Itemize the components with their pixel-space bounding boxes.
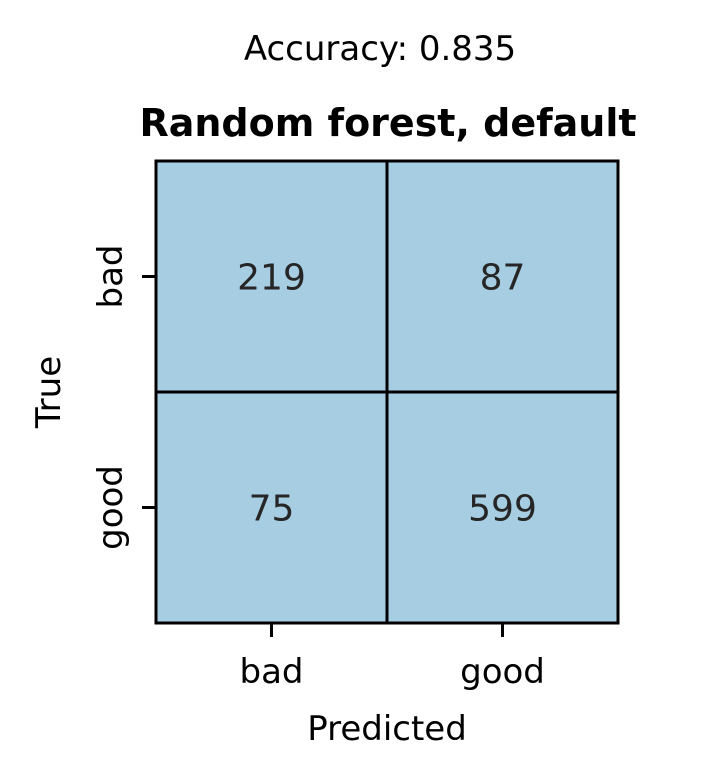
plot-frame: [154, 159, 620, 625]
x-tick-label-good: good: [460, 652, 545, 692]
y-axis-label: True: [29, 356, 69, 429]
chart-title: Random forest, default: [139, 101, 636, 145]
x-tick-label-bad: bad: [240, 652, 304, 692]
heatmap-cells: [154, 159, 620, 625]
x-axis-label: Predicted: [307, 709, 467, 749]
accuracy-suptitle: Accuracy: 0.835: [244, 29, 516, 69]
x-ticks: bad good: [240, 623, 545, 692]
heatmap-cell-bad-good: [385, 159, 620, 394]
cell-value-bad-good: 87: [480, 258, 526, 299]
heatmap-cell-bad-bad: [154, 159, 389, 394]
cell-value-good-good: 599: [468, 489, 537, 530]
y-tick-label-bad: bad: [91, 245, 131, 309]
y-tick-label-good: good: [91, 465, 131, 550]
cell-value-bad-bad: 219: [237, 258, 306, 299]
heatmap-cell-good-good: [385, 390, 620, 625]
y-ticks: bad good: [91, 245, 156, 550]
heatmap-cell-good-bad: [154, 390, 389, 625]
cell-value-good-bad: 75: [249, 489, 295, 530]
cell-value-labels: 219 87 75 599: [237, 258, 537, 530]
